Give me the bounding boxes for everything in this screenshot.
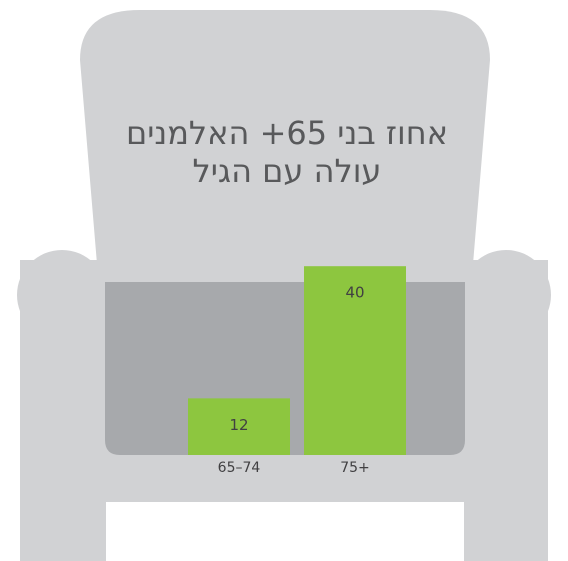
bar — [188, 398, 290, 455]
chart-title: אחוז בני 65+ האלמנים — [126, 114, 448, 152]
bar — [304, 266, 406, 455]
value-label: 40 — [345, 284, 364, 302]
x-tick-label: 65–74 — [218, 460, 261, 476]
x-tick-label: 75+ — [340, 460, 370, 476]
chart-title: עולה עם הגיל — [193, 152, 382, 190]
armchair — [17, 10, 551, 561]
value-label: 12 — [229, 416, 248, 434]
